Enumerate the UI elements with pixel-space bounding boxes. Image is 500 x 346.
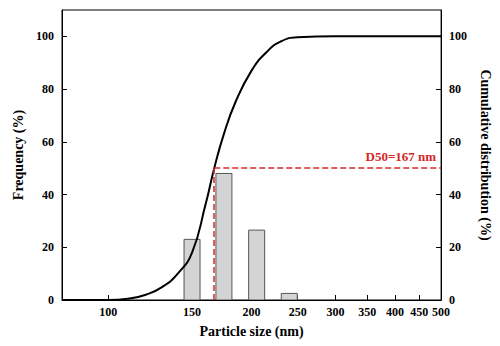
svg-text:0: 0 <box>449 293 456 307</box>
svg-text:60: 60 <box>42 135 54 149</box>
svg-text:20: 20 <box>449 240 461 254</box>
svg-text:100: 100 <box>99 305 117 319</box>
svg-text:Frequency (%): Frequency (%) <box>11 109 27 200</box>
svg-text:100: 100 <box>36 29 54 43</box>
svg-text:20: 20 <box>42 240 54 254</box>
svg-text:200: 200 <box>243 305 261 319</box>
svg-text:100: 100 <box>449 29 467 43</box>
svg-text:80: 80 <box>449 82 461 96</box>
svg-text:60: 60 <box>449 135 461 149</box>
svg-text:350: 350 <box>358 305 376 319</box>
svg-text:250: 250 <box>289 305 307 319</box>
svg-text:150: 150 <box>183 305 201 319</box>
svg-text:40: 40 <box>42 188 54 202</box>
svg-text:0: 0 <box>48 293 54 307</box>
svg-text:40: 40 <box>449 188 461 202</box>
svg-text:Cumulative distribution (%): Cumulative distribution (%) <box>477 69 493 240</box>
svg-text:500: 500 <box>432 305 450 319</box>
svg-text:300: 300 <box>326 305 344 319</box>
svg-text:400: 400 <box>386 305 404 319</box>
svg-text:450: 450 <box>410 305 428 319</box>
svg-text:D50=167 nm: D50=167 nm <box>365 149 436 164</box>
svg-text:Particle size (nm): Particle size (nm) <box>199 324 304 340</box>
svg-text:80: 80 <box>42 82 54 96</box>
